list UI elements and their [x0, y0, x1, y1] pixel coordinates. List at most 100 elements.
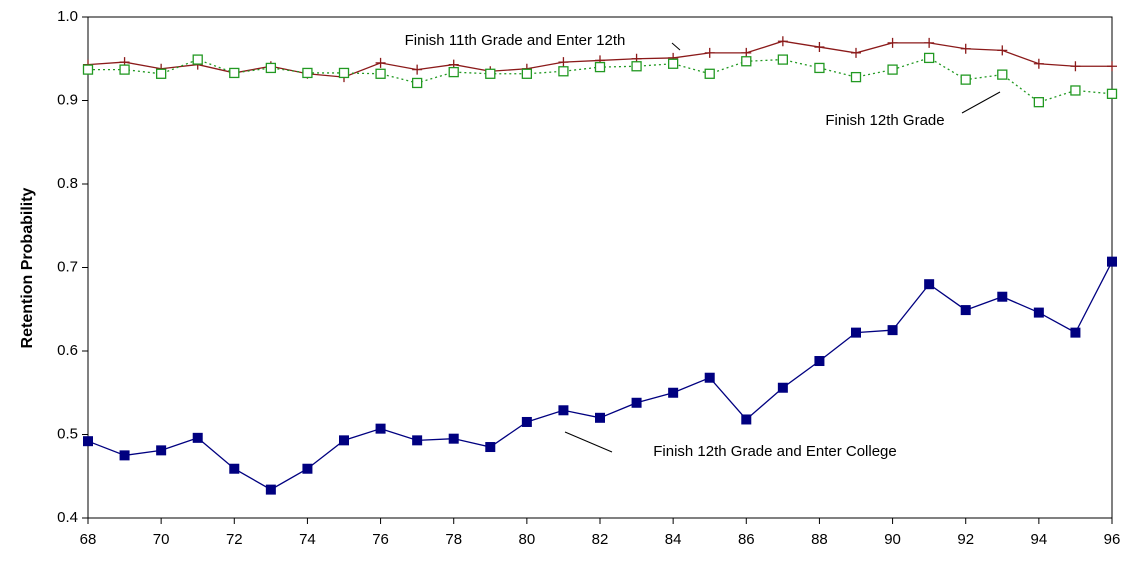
series-annotation: Finish 12th Grade	[825, 112, 944, 129]
marker	[777, 54, 789, 65]
y-tick-label: 0.4	[57, 509, 78, 526]
x-tick-label: 76	[372, 531, 389, 548]
marker	[741, 56, 752, 67]
marker	[594, 61, 606, 73]
marker	[1107, 61, 1117, 72]
marker	[448, 433, 459, 444]
marker	[302, 463, 313, 474]
marker	[631, 397, 642, 408]
marker	[375, 423, 386, 434]
marker	[595, 412, 605, 423]
marker	[997, 69, 1008, 80]
marker	[1106, 88, 1118, 99]
marker	[83, 436, 93, 447]
marker	[1070, 85, 1081, 96]
marker	[485, 68, 496, 79]
x-tick-label: 68	[80, 531, 97, 548]
marker	[667, 58, 679, 69]
marker	[923, 52, 935, 64]
x-tick-label: 70	[153, 531, 170, 548]
series-annotation: Finish 11th Grade and Enter 12th	[405, 32, 626, 49]
marker	[119, 64, 130, 75]
x-tick-label: 92	[957, 531, 974, 548]
y-axis-title: Retention Probability	[19, 187, 36, 348]
marker	[155, 68, 167, 79]
y-tick-label: 1.0	[57, 8, 78, 25]
marker	[521, 68, 533, 79]
x-tick-label: 90	[884, 531, 901, 548]
x-tick-label: 86	[738, 531, 755, 548]
marker	[1070, 61, 1081, 72]
marker	[960, 74, 971, 85]
marker	[1107, 256, 1117, 267]
series-line	[87, 261, 1113, 491]
marker	[338, 67, 350, 79]
x-tick-label: 72	[226, 531, 243, 548]
marker	[704, 47, 715, 58]
marker	[1070, 327, 1081, 338]
y-tick-label: 0.7	[57, 258, 78, 275]
leader-line	[671, 42, 681, 51]
marker	[814, 356, 825, 367]
x-tick-label: 96	[1104, 531, 1121, 548]
y-tick-label: 0.9	[57, 91, 78, 108]
marker	[704, 372, 715, 383]
marker	[1033, 307, 1044, 318]
marker	[448, 66, 459, 78]
marker	[924, 279, 935, 290]
leader-line	[961, 91, 1001, 114]
marker	[741, 414, 752, 425]
marker	[558, 66, 569, 77]
marker	[412, 64, 423, 75]
x-tick-label: 74	[299, 531, 316, 548]
leader-line	[564, 431, 613, 453]
marker	[814, 42, 825, 53]
marker	[1033, 97, 1045, 108]
marker	[887, 64, 898, 75]
marker	[229, 67, 240, 79]
marker	[265, 484, 276, 495]
x-tick-label: 84	[665, 531, 682, 548]
marker	[265, 62, 277, 74]
series-annotation: Finish 12th Grade and Enter College	[653, 443, 896, 460]
marker	[851, 327, 861, 338]
y-tick-label: 0.8	[57, 175, 78, 192]
marker	[924, 37, 935, 48]
x-tick-label: 82	[592, 531, 609, 548]
marker	[631, 61, 642, 72]
marker	[997, 291, 1008, 302]
marker	[339, 435, 349, 446]
x-tick-label: 94	[1031, 531, 1048, 548]
marker	[1033, 58, 1044, 69]
marker	[851, 47, 861, 58]
marker	[229, 463, 240, 474]
marker	[156, 445, 167, 456]
marker	[119, 450, 130, 461]
marker	[412, 435, 423, 446]
marker	[997, 45, 1008, 56]
y-tick-label: 0.6	[57, 342, 78, 359]
marker	[485, 442, 496, 453]
marker	[558, 405, 569, 416]
marker	[704, 68, 715, 79]
x-tick-label: 80	[519, 531, 536, 548]
marker	[411, 77, 423, 89]
marker	[777, 36, 788, 47]
marker	[850, 71, 862, 83]
y-tick-label: 0.5	[57, 425, 78, 442]
marker	[668, 387, 679, 398]
marker	[192, 432, 203, 443]
marker	[302, 67, 313, 79]
marker	[777, 382, 788, 393]
marker	[960, 43, 971, 54]
marker	[887, 37, 898, 48]
marker	[558, 57, 569, 68]
marker	[375, 68, 386, 79]
x-tick-label: 78	[445, 531, 462, 548]
marker	[814, 62, 825, 74]
x-tick-label: 88	[811, 531, 828, 548]
marker	[960, 305, 971, 316]
plot-frame	[87, 16, 1113, 519]
marker	[375, 57, 386, 68]
